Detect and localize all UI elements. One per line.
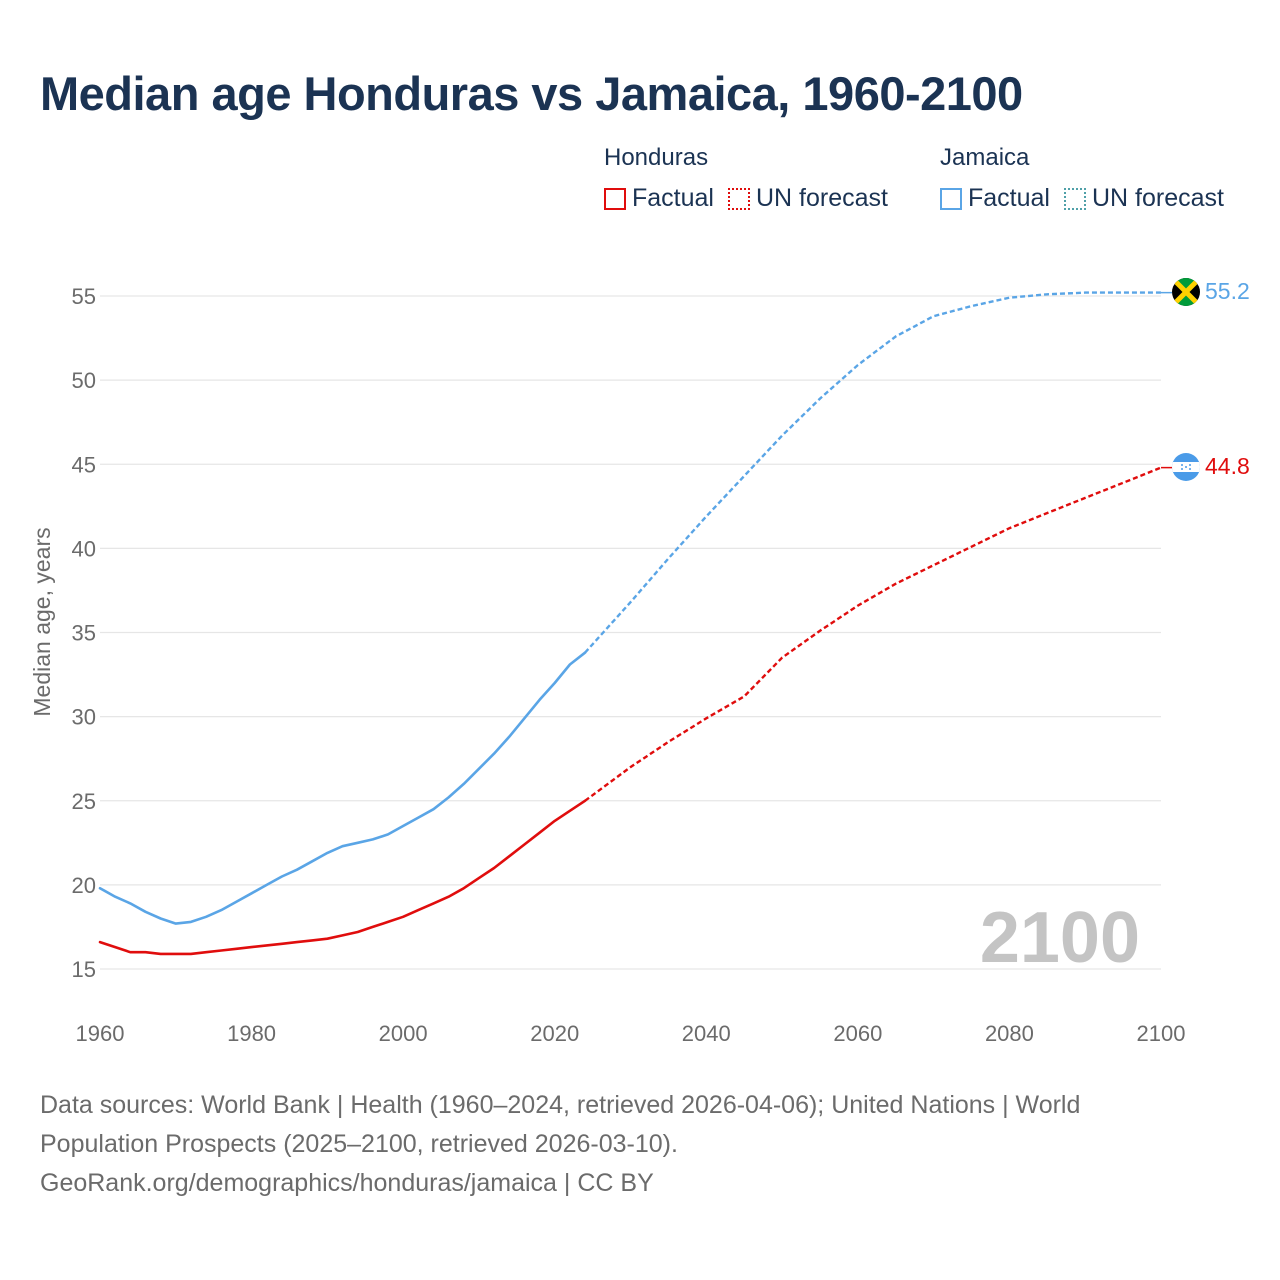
legend-swatch-dotted-icon [727, 187, 750, 210]
year-watermark: 2100 [980, 898, 1140, 978]
x-tick-label: 1980 [227, 1021, 276, 1046]
legend-jamaica-title: Jamaica [940, 144, 1030, 171]
x-tick-label: 2000 [379, 1021, 428, 1046]
legend-honduras-forecast-label: UN forecast [755, 184, 888, 212]
jamaica-flag-icon[interactable] [1172, 278, 1200, 306]
honduras-end-label: 44.8 [1205, 453, 1250, 479]
legend-honduras-forecast[interactable]: UN forecast [727, 184, 888, 213]
honduras-forecast-line[interactable] [584, 466, 1162, 802]
legend-honduras-factual-label: Factual [632, 184, 714, 212]
legend-swatch-dotted-icon [1063, 187, 1086, 210]
legend-honduras: Honduras Factual UN forecast [604, 144, 902, 213]
x-tick-label: 2040 [682, 1021, 731, 1046]
legend-swatch-solid-icon [604, 187, 626, 210]
legend-jamaica-forecast[interactable]: UN forecast [1063, 184, 1224, 213]
y-tick-label: 45 [72, 452, 96, 477]
footer-sources: Data sources: World Bank | Health (1960–… [40, 1091, 1081, 1158]
chart-title: Median age Honduras vs Jamaica, 1960-210… [40, 67, 1023, 120]
y-tick-label: 40 [72, 536, 96, 561]
y-tick-label: 30 [72, 705, 96, 730]
honduras-factual-line[interactable] [98, 799, 587, 956]
y-axis-title: Median age, years [29, 527, 55, 716]
y-tick-label: 50 [72, 368, 96, 393]
y-tick-label: 20 [72, 873, 96, 898]
legend-jamaica-factual[interactable]: Factual [940, 184, 1050, 213]
legend-swatch-solid-icon [940, 187, 962, 210]
x-tick-label: 2100 [1137, 1021, 1186, 1046]
legend-jamaica-forecast-label: UN forecast [1091, 184, 1224, 212]
legend-honduras-title: Honduras [604, 144, 709, 171]
y-tick-label: 25 [72, 789, 96, 814]
legend-honduras-factual[interactable]: Factual [604, 184, 714, 213]
x-tick-label: 2060 [833, 1021, 882, 1046]
footer-attribution[interactable]: GeoRank.org/demographics/honduras/jamaic… [40, 1169, 654, 1197]
legend-jamaica-factual-label: Factual [968, 184, 1050, 212]
legend-jamaica: Jamaica Factual UN forecast [940, 144, 1238, 213]
honduras-flag-icon[interactable] [1172, 453, 1200, 481]
x-tick-label: 1960 [76, 1021, 125, 1046]
x-tick-label: 2020 [530, 1021, 579, 1046]
jamaica-factual-line[interactable] [98, 651, 587, 925]
jamaica-forecast-line[interactable] [584, 291, 1161, 654]
x-tick-label: 2080 [985, 1021, 1034, 1046]
jamaica-end-label: 55.2 [1205, 278, 1250, 304]
y-tick-label: 35 [72, 621, 96, 646]
y-tick-label: 15 [72, 957, 96, 982]
y-tick-label: 55 [72, 284, 96, 309]
footer: Data sources: World Bank | Health (1960–… [40, 1086, 1160, 1203]
